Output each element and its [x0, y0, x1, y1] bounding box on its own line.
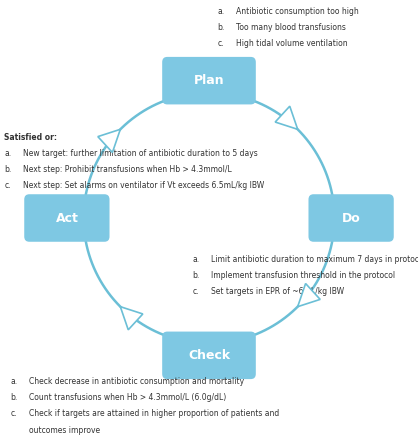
Text: Set targets in EPR of ~6mL/kg IBW: Set targets in EPR of ~6mL/kg IBW — [211, 287, 344, 296]
Text: Check decrease in antibiotic consumption and mortality: Check decrease in antibiotic consumption… — [29, 377, 245, 386]
FancyBboxPatch shape — [24, 194, 110, 242]
Text: Plan: Plan — [194, 74, 224, 87]
Text: New target: further limitation of antibiotic duration to 5 days: New target: further limitation of antibi… — [23, 149, 258, 158]
Text: a.: a. — [4, 149, 11, 158]
Text: b.: b. — [10, 393, 18, 402]
Text: Next step: Prohibit transfusions when Hb > 4.3mmol/L: Next step: Prohibit transfusions when Hb… — [23, 165, 232, 174]
Text: a.: a. — [192, 255, 199, 264]
Polygon shape — [298, 283, 320, 307]
Text: c.: c. — [217, 39, 224, 48]
Polygon shape — [120, 307, 143, 330]
Text: c.: c. — [10, 409, 17, 419]
Text: b.: b. — [217, 23, 224, 32]
Text: outcomes improve: outcomes improve — [29, 426, 100, 435]
Text: c.: c. — [4, 181, 11, 191]
Text: Implement transfusion threshold in the protocol: Implement transfusion threshold in the p… — [211, 271, 395, 280]
Polygon shape — [275, 106, 298, 129]
Text: b.: b. — [192, 271, 199, 280]
Text: Limit antibiotic duration to maximum 7 days in protocol: Limit antibiotic duration to maximum 7 d… — [211, 255, 418, 264]
Text: Antibiotic consumption too high: Antibiotic consumption too high — [236, 7, 359, 16]
Text: Satisfied or:: Satisfied or: — [4, 133, 57, 142]
Text: Too many blood transfusions: Too many blood transfusions — [236, 23, 346, 32]
Text: c.: c. — [192, 287, 199, 296]
Text: Check if targets are attained in higher proportion of patients and: Check if targets are attained in higher … — [29, 409, 280, 419]
Text: Do: Do — [342, 211, 360, 225]
Text: High tidal volume ventilation: High tidal volume ventilation — [236, 39, 348, 48]
Text: a.: a. — [217, 7, 224, 16]
Text: a.: a. — [10, 377, 18, 386]
Text: Act: Act — [56, 211, 78, 225]
Text: Next step: Set alarms on ventilator if Vt exceeds 6.5mL/kg IBW: Next step: Set alarms on ventilator if V… — [23, 181, 264, 191]
FancyBboxPatch shape — [308, 194, 394, 242]
Text: Check: Check — [188, 349, 230, 362]
FancyBboxPatch shape — [162, 57, 256, 105]
Text: Count transfusions when Hb > 4.3mmol/L (6.0g/dL): Count transfusions when Hb > 4.3mmol/L (… — [29, 393, 227, 402]
Text: b.: b. — [4, 165, 11, 174]
FancyBboxPatch shape — [162, 331, 256, 379]
Polygon shape — [98, 129, 120, 153]
